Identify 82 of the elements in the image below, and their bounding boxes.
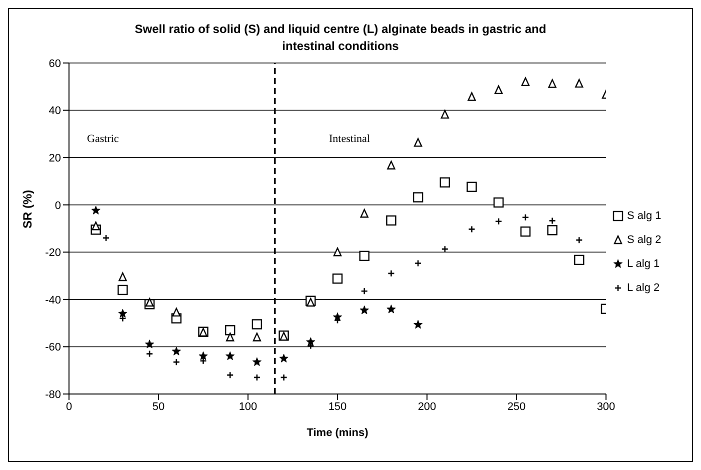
point bbox=[145, 298, 154, 307]
point bbox=[279, 354, 288, 362]
point bbox=[92, 222, 100, 230]
x-tick-label: 150 bbox=[328, 400, 347, 413]
point bbox=[172, 346, 181, 356]
point bbox=[280, 374, 288, 382]
point bbox=[388, 270, 395, 278]
point bbox=[253, 374, 261, 382]
point bbox=[198, 351, 208, 360]
chart-title: Swell ratio of solid (S) and liquid centre (L) alginate beads in gastric and intestinal conditions bbox=[134, 21, 548, 55]
point bbox=[172, 358, 180, 366]
point bbox=[386, 304, 396, 314]
point bbox=[575, 78, 584, 88]
legend-label: L alg 2 bbox=[627, 282, 660, 294]
point bbox=[414, 260, 422, 267]
point bbox=[494, 218, 502, 226]
point bbox=[386, 215, 396, 226]
point bbox=[440, 110, 449, 119]
point bbox=[332, 274, 343, 284]
point bbox=[146, 350, 154, 358]
point bbox=[252, 357, 262, 366]
annotation: Gastric bbox=[87, 133, 119, 145]
point bbox=[118, 284, 128, 296]
point bbox=[548, 79, 556, 88]
point bbox=[440, 177, 450, 188]
y-tick-label: 20 bbox=[48, 152, 61, 164]
point bbox=[360, 288, 368, 295]
y-tick-label: -80 bbox=[45, 388, 61, 401]
x-tick-label: 200 bbox=[418, 400, 436, 413]
point bbox=[306, 337, 316, 346]
point bbox=[414, 138, 422, 147]
point bbox=[252, 319, 262, 330]
point bbox=[468, 226, 476, 233]
annotation: Intestinal bbox=[329, 133, 370, 145]
point bbox=[548, 217, 556, 224]
point bbox=[225, 325, 236, 336]
point bbox=[574, 254, 584, 266]
legend-label: L alg 1 bbox=[627, 258, 660, 270]
point bbox=[252, 332, 262, 342]
point bbox=[360, 306, 369, 314]
point bbox=[520, 226, 531, 237]
point bbox=[226, 371, 234, 379]
y-tick-label: 40 bbox=[48, 105, 61, 118]
point bbox=[494, 85, 503, 94]
point bbox=[200, 357, 207, 365]
point bbox=[522, 214, 530, 222]
point bbox=[468, 92, 476, 101]
x-axis-title: Time (mins) bbox=[306, 427, 369, 439]
x-tick-label: 0 bbox=[66, 400, 72, 413]
y-tick-label: -20 bbox=[45, 247, 61, 260]
point bbox=[360, 209, 368, 218]
point bbox=[226, 351, 235, 360]
x-tick-label: 100 bbox=[238, 400, 258, 413]
x-tick-label: 50 bbox=[152, 400, 165, 413]
point bbox=[412, 192, 424, 202]
point bbox=[172, 308, 180, 317]
point bbox=[333, 248, 342, 256]
y-axis-title: SR (%) bbox=[20, 190, 34, 228]
point bbox=[91, 206, 100, 214]
point bbox=[387, 160, 396, 170]
point bbox=[359, 250, 370, 262]
point bbox=[414, 320, 423, 329]
point bbox=[118, 308, 128, 318]
legend-label: S alg 2 bbox=[627, 234, 662, 246]
x-tick-label: 300 bbox=[596, 400, 616, 413]
point bbox=[547, 225, 558, 236]
y-tick-label: 60 bbox=[48, 58, 61, 70]
point bbox=[118, 272, 127, 282]
point bbox=[145, 340, 154, 348]
point bbox=[441, 245, 449, 253]
point bbox=[521, 77, 530, 86]
point bbox=[119, 314, 126, 322]
point bbox=[466, 182, 477, 192]
y-tick-label: -60 bbox=[45, 342, 61, 354]
point bbox=[576, 236, 583, 244]
point bbox=[226, 332, 234, 342]
legend-label: S alg 1 bbox=[627, 210, 662, 222]
point bbox=[102, 234, 110, 242]
x-tick-label: 250 bbox=[507, 400, 526, 413]
point bbox=[494, 197, 504, 208]
y-tick-label: 0 bbox=[54, 200, 61, 212]
y-tick-label: -40 bbox=[45, 294, 61, 306]
